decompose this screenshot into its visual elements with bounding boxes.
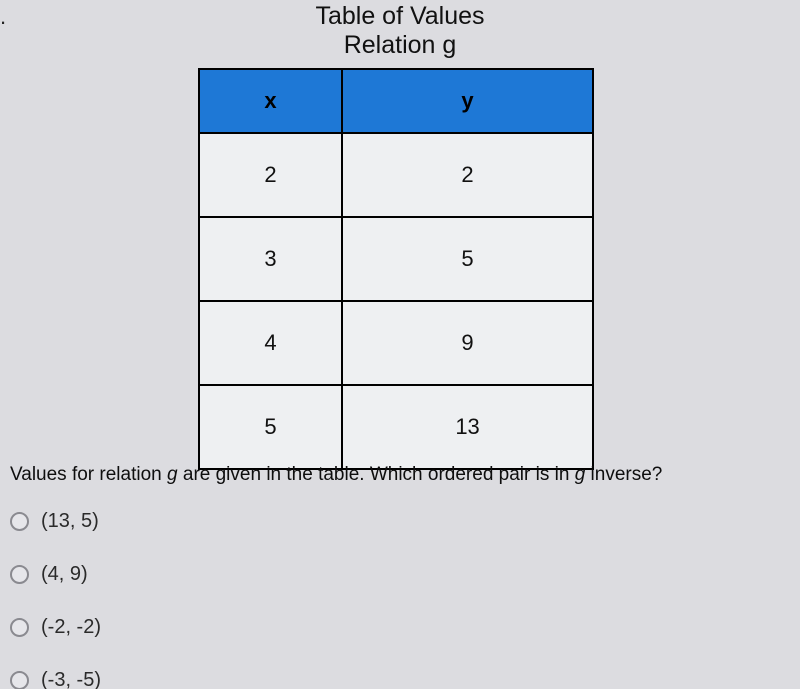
- option-d[interactable]: (-3, -5): [10, 669, 101, 689]
- table-header-row: x y: [199, 69, 593, 133]
- radio-icon: [10, 512, 29, 531]
- option-label: (-2, -2): [41, 616, 101, 639]
- values-table: x y 2 2 3 5 4 9 5 13: [198, 68, 594, 470]
- title-line-2: Relation g: [0, 31, 800, 60]
- table-row: 4 9: [199, 301, 593, 385]
- col-header-y: y: [342, 69, 593, 133]
- option-a[interactable]: (13, 5): [10, 510, 101, 533]
- question-text: Values for relation g are given in the t…: [10, 464, 790, 486]
- cell-x: 4: [199, 301, 342, 385]
- col-header-x: x: [199, 69, 342, 133]
- cell-y: 5: [342, 217, 593, 301]
- question-italic-2: g: [575, 464, 586, 485]
- values-table-container: x y 2 2 3 5 4 9 5 13: [198, 68, 594, 470]
- radio-icon: [10, 671, 29, 689]
- table-row: 2 2: [199, 133, 593, 217]
- title-line-1: Table of Values: [0, 2, 800, 31]
- table-row: 5 13: [199, 385, 593, 469]
- option-c[interactable]: (-2, -2): [10, 616, 101, 639]
- option-label: (-3, -5): [41, 669, 101, 689]
- answer-options: (13, 5) (4, 9) (-2, -2) (-3, -5): [10, 510, 101, 689]
- question-italic-1: g: [167, 464, 178, 485]
- radio-icon: [10, 618, 29, 637]
- cell-y: 9: [342, 301, 593, 385]
- cell-x: 5: [199, 385, 342, 469]
- table-row: 3 5: [199, 217, 593, 301]
- question-mid: are given in the table. Which ordered pa…: [178, 464, 575, 485]
- question-suffix: inverse?: [585, 464, 662, 485]
- option-label: (4, 9): [41, 563, 88, 586]
- cell-y: 13: [342, 385, 593, 469]
- option-label: (13, 5): [41, 510, 99, 533]
- cell-y: 2: [342, 133, 593, 217]
- question-prefix: Values for relation: [10, 464, 167, 485]
- cell-x: 2: [199, 133, 342, 217]
- option-b[interactable]: (4, 9): [10, 563, 101, 586]
- table-title: Table of Values Relation g: [0, 2, 800, 60]
- radio-icon: [10, 565, 29, 584]
- cell-x: 3: [199, 217, 342, 301]
